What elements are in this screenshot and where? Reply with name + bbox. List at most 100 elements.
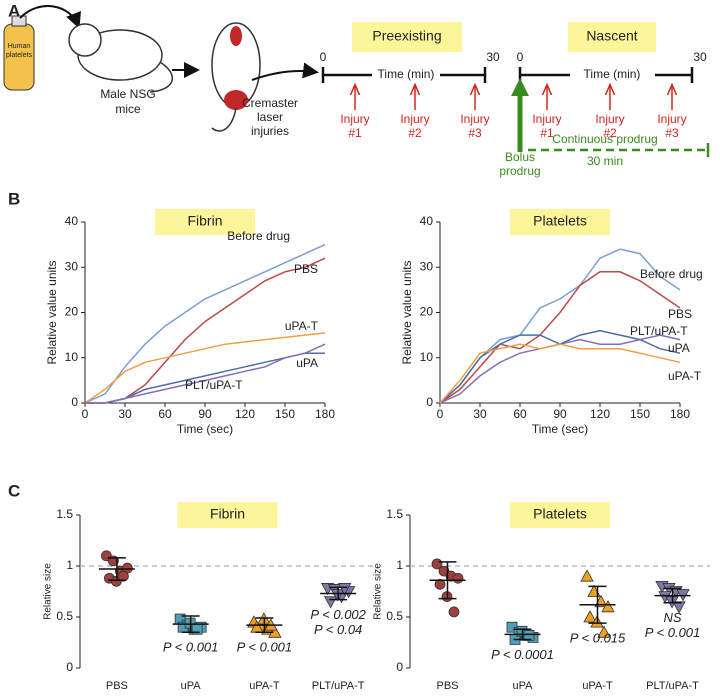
error-bar	[438, 561, 457, 600]
x-tick-label: 90	[553, 407, 567, 421]
bolus-label: prodrug	[499, 164, 540, 178]
x-tick-label: 120	[590, 407, 610, 421]
series-label: Before drug	[640, 267, 703, 281]
data-point	[337, 583, 352, 596]
y-axis-label: Relative value units	[400, 260, 414, 364]
x-tick-label: uPA	[513, 680, 534, 692]
y-tick-label: 0	[426, 395, 433, 409]
x-tick-label: 60	[513, 407, 527, 421]
y-tick-label: 1.5	[386, 507, 403, 521]
title-box	[155, 209, 255, 235]
x-tick-label: 30	[473, 407, 487, 421]
arrow	[251, 62, 319, 81]
panel-label: C	[8, 481, 20, 500]
data-point	[434, 578, 446, 590]
series-line	[439, 329, 681, 404]
annotation: P < 0.002	[310, 607, 366, 622]
continuous-label: Continuous prodrug	[552, 132, 657, 146]
x-tick-label: PLT/uPA-T	[646, 680, 699, 692]
bag-label: Human	[8, 43, 31, 50]
timeline-title: Nascent	[586, 28, 637, 44]
bag-port	[11, 15, 27, 27]
y-tick-label: 10	[65, 350, 79, 364]
error-bar	[513, 628, 532, 641]
title-box	[568, 22, 656, 52]
cremaster-label: injuries	[251, 124, 289, 138]
y-tick-label: 1	[396, 558, 403, 572]
y-tick-label: 40	[65, 214, 79, 228]
timeline-start: 0	[320, 50, 327, 64]
timeline-axis: Time (min)	[584, 67, 641, 81]
injury-label: #1	[348, 126, 362, 140]
injury-label: Injury	[400, 112, 429, 126]
annotation: P < 0.001	[237, 640, 293, 655]
injury-label: #3	[665, 126, 679, 140]
timeline-title: Preexisting	[372, 28, 441, 44]
cremaster-label: laser	[257, 110, 283, 124]
series-label: PLT/uPA-T	[630, 324, 688, 338]
y-axis-label: Relative size	[43, 563, 54, 620]
y-tick-label: 30	[65, 259, 79, 273]
mouse-label: Male NSG	[100, 87, 155, 101]
timeline-axis: Time (min)	[378, 67, 435, 81]
injury-label: Injury	[657, 112, 686, 126]
injury-label: #3	[468, 126, 482, 140]
series-label: uPA-T	[285, 319, 319, 333]
y-tick-label: 30	[420, 259, 434, 273]
y-tick-label: 20	[65, 305, 79, 319]
data-point	[580, 569, 594, 582]
injury-label: Injury	[340, 112, 369, 126]
x-axis-label: Time (sec)	[177, 422, 233, 436]
annotation: P < 0.015	[570, 631, 626, 646]
series-label: PLT/uPA-T	[185, 378, 243, 392]
series-label: uPA	[296, 356, 318, 370]
x-tick-label: PBS	[436, 680, 458, 692]
panel-a: Human platelets Male NSG mice Cremaster …	[3, 5, 710, 178]
x-axis-label: Time (sec)	[532, 422, 588, 436]
x-tick-label: 30	[118, 407, 132, 421]
x-tick-label: 90	[198, 407, 212, 421]
cremaster-label: Cremaster	[242, 96, 298, 110]
mouse-head	[68, 23, 102, 57]
bolus-label: Bolus	[505, 150, 535, 164]
data-point	[597, 625, 611, 638]
series-label: uPA	[668, 341, 690, 355]
chart-title: Platelets	[533, 213, 587, 229]
data-point	[601, 599, 615, 613]
title-box	[177, 502, 278, 528]
title-box	[510, 209, 610, 235]
mouse-label: mice	[115, 102, 141, 116]
injury-label: Injury	[595, 112, 624, 126]
error-bar	[181, 615, 200, 634]
series-label: uPA-T	[668, 369, 702, 383]
y-tick-label: 10	[420, 350, 434, 364]
title-box	[352, 22, 462, 52]
x-tick-label: uPA	[181, 680, 202, 692]
error-bar	[329, 586, 348, 601]
data-point	[672, 601, 686, 614]
bag-label: platelets	[6, 52, 33, 59]
x-tick-label: 150	[275, 407, 295, 421]
x-tick-label: 0	[82, 407, 89, 421]
y-tick-label: 0	[71, 395, 78, 409]
series-line	[84, 243, 326, 404]
timeline-start: 0	[517, 50, 524, 64]
injury-label: #2	[408, 126, 422, 140]
series-line	[439, 343, 681, 404]
injury-label: #2	[603, 126, 617, 140]
panel-label: B	[8, 189, 20, 208]
y-tick-label: 1	[66, 558, 73, 572]
x-tick-label: uPA-T	[582, 680, 613, 692]
y-tick-label: 40	[420, 214, 434, 228]
data-point	[323, 596, 338, 609]
data-point	[117, 570, 129, 582]
x-tick-label: 60	[158, 407, 172, 421]
series-line	[85, 343, 326, 404]
mouse-site	[230, 26, 242, 46]
annotation: NS	[663, 610, 681, 625]
data-point	[448, 606, 460, 618]
y-tick-label: 0	[66, 660, 73, 674]
annotation: P < 0.001	[163, 640, 219, 655]
y-tick-label: 20	[420, 305, 434, 319]
